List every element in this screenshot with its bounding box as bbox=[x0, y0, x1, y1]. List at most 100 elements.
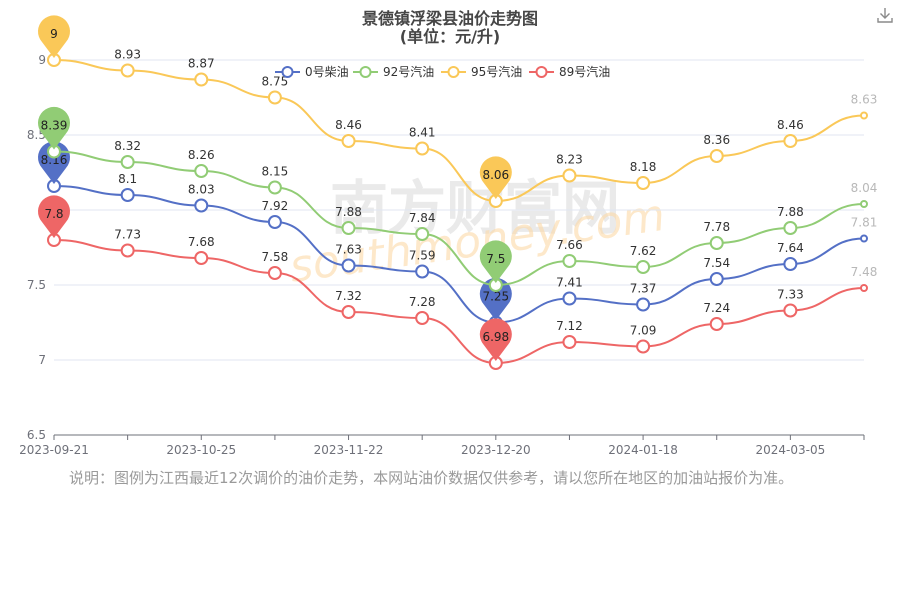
chart-title: 景德镇浮梁县油价走势图 bbox=[361, 9, 538, 28]
legend-item[interactable]: 92号汽油 bbox=[353, 64, 434, 79]
min-pin: 7.25 bbox=[479, 277, 512, 321]
pin-marker bbox=[479, 240, 512, 283]
data-point bbox=[636, 339, 651, 354]
data-label: 7.28 bbox=[409, 295, 436, 309]
x-tick-label: 2023-12-20 bbox=[461, 443, 531, 457]
pin-marker bbox=[479, 318, 512, 361]
legend-marker bbox=[359, 66, 372, 78]
data-point bbox=[562, 291, 577, 306]
series-line bbox=[53, 185, 865, 324]
pin-label: 6.98 bbox=[482, 330, 509, 344]
chart-subtitle: (单位：元/升) bbox=[399, 27, 501, 46]
legend-item[interactable]: 89号汽油 bbox=[529, 64, 610, 79]
data-point bbox=[709, 149, 724, 163]
max-pin: 7.8 bbox=[38, 195, 70, 238]
data-label: 7.64 bbox=[777, 241, 804, 255]
x-tick-label: 2023-09-21 bbox=[19, 443, 89, 457]
legend-label: 95号汽油 bbox=[471, 64, 522, 79]
y-tick-label: 7 bbox=[38, 353, 46, 367]
pin-marker bbox=[38, 15, 70, 59]
data-label: 8.46 bbox=[335, 118, 362, 132]
data-label: 7.73 bbox=[114, 228, 141, 242]
x-tick-label: 2023-10-25 bbox=[166, 443, 236, 457]
data-label: 7.88 bbox=[335, 205, 362, 219]
chart-note: 说明：图例为江西最近12次调价的油价走势，本网站油价数据仅供参考，请以您所在地区… bbox=[69, 469, 794, 487]
data-point bbox=[120, 243, 135, 258]
legend-marker bbox=[281, 66, 294, 78]
data-point bbox=[636, 176, 651, 190]
x-tick-label: 2023-11-22 bbox=[314, 443, 384, 457]
data-point bbox=[783, 257, 798, 271]
data-point bbox=[341, 221, 356, 235]
data-label: 7.37 bbox=[630, 282, 657, 296]
data-point bbox=[120, 63, 135, 78]
grid bbox=[54, 59, 864, 361]
pin-label: 9 bbox=[50, 27, 58, 41]
data-point bbox=[341, 258, 356, 273]
y-tick-label: 9 bbox=[38, 53, 46, 67]
data-point bbox=[194, 198, 209, 213]
data-point bbox=[194, 164, 209, 178]
data-label: 7.59 bbox=[409, 249, 436, 263]
pin-marker bbox=[479, 277, 512, 321]
data-point bbox=[341, 134, 356, 148]
data-label: 8.03 bbox=[188, 183, 215, 197]
legend-label: 92号汽油 bbox=[383, 64, 434, 79]
legend-marker bbox=[447, 66, 460, 78]
data-label: 8.41 bbox=[409, 126, 436, 140]
data-label: 8.1 bbox=[118, 172, 137, 186]
data-point bbox=[636, 260, 651, 274]
x-tick-label: 2024-03-05 bbox=[755, 443, 825, 457]
data-point bbox=[415, 227, 430, 241]
max-pin: 9 bbox=[38, 15, 70, 59]
series-95号汽油: 8.93 8.87 8.75 8.46 8.41 8.23 8.18 8.36 8.46 8.63… bbox=[38, 15, 878, 208]
legend-marker bbox=[535, 66, 548, 78]
axes: 6.577.588.592023-09-212023-10-252023-11-… bbox=[19, 53, 865, 457]
legend-label: 0号柴油 bbox=[305, 65, 349, 79]
data-label: 8.36 bbox=[703, 133, 730, 147]
min-pin: 8.06 bbox=[479, 156, 512, 199]
data-point bbox=[783, 221, 798, 235]
x-tick-label: 2024-01-18 bbox=[608, 443, 678, 457]
data-point bbox=[860, 111, 868, 120]
y-tick-label: 6.5 bbox=[27, 428, 46, 442]
data-point bbox=[415, 264, 430, 279]
data-label: 7.41 bbox=[556, 276, 583, 290]
data-point bbox=[194, 72, 209, 87]
data-point bbox=[783, 303, 798, 318]
data-point bbox=[709, 272, 724, 286]
data-label: 7.66 bbox=[556, 238, 583, 252]
series-92号汽油: 8.32 8.26 8.15 7.88 7.84 7.66 7.62 7.78 7.88 8.04… bbox=[38, 106, 877, 292]
data-point bbox=[194, 251, 209, 265]
data-point bbox=[267, 215, 282, 229]
data-label: 7.78 bbox=[703, 220, 730, 234]
data-label: 7.84 bbox=[409, 211, 436, 225]
series-89号汽油: 7.73 7.68 7.58 7.32 7.28 7.12 7.09 7.24 7.33 7.48… bbox=[38, 195, 877, 370]
pin-marker bbox=[38, 106, 70, 150]
min-pin: 6.98 bbox=[479, 318, 512, 361]
data-label: 8.26 bbox=[188, 148, 215, 162]
data-label: 8.15 bbox=[262, 165, 289, 179]
data-point bbox=[341, 305, 356, 319]
data-label: 8.93 bbox=[114, 48, 141, 62]
legend[interactable]: 0号柴油 92号汽油 95号汽油 89号汽油 bbox=[275, 64, 610, 79]
data-point bbox=[709, 317, 724, 331]
data-label: 8.63 bbox=[851, 93, 878, 107]
legend-item[interactable]: 95号汽油 bbox=[441, 64, 522, 79]
data-point bbox=[120, 188, 135, 202]
min-pin: 7.5 bbox=[479, 240, 512, 283]
data-label: 8.87 bbox=[188, 57, 215, 71]
data-label: 8.46 bbox=[777, 118, 804, 132]
data-label: 7.58 bbox=[262, 250, 289, 264]
data-point bbox=[783, 134, 798, 148]
series-line bbox=[53, 150, 865, 287]
data-label: 7.92 bbox=[262, 199, 289, 213]
data-point bbox=[120, 155, 135, 169]
series-lines: 8.18.037.927.63 7.597.41 7.377.547.647.818… bbox=[38, 15, 878, 370]
legend-item[interactable]: 0号柴油 bbox=[275, 65, 349, 79]
download-icon[interactable] bbox=[876, 6, 894, 24]
pin-label: 7.5 bbox=[486, 252, 505, 266]
data-point bbox=[709, 236, 724, 250]
